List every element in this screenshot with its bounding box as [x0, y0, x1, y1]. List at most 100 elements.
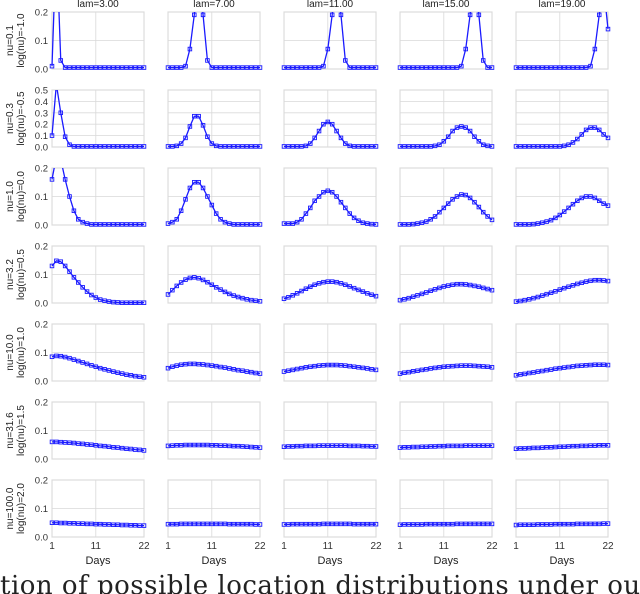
point-1-0-2 — [58, 110, 64, 116]
point-6-4-9 — [553, 521, 558, 527]
row-label-nu-5: nu=31.6 — [5, 412, 16, 449]
point-4-0-11 — [97, 365, 103, 371]
point-5-2-7 — [312, 443, 317, 449]
point-2-2-19 — [364, 221, 370, 226]
point-4-2-8 — [316, 363, 322, 368]
point-1-1-6 — [192, 113, 197, 119]
point-0-3-1 — [402, 65, 407, 70]
point-5-3-16 — [467, 443, 473, 448]
point-0-3-13 — [454, 65, 460, 70]
point-3-1-13 — [222, 289, 228, 295]
point-2-0-16 — [119, 222, 125, 227]
point-4-0-9 — [89, 363, 94, 368]
point-4-2-18 — [360, 365, 366, 371]
point-4-1-7 — [196, 361, 201, 367]
point-5-1-19 — [248, 444, 254, 450]
point-5-3-19 — [480, 443, 486, 448]
point-5-2-2 — [290, 444, 296, 449]
point-0-4-14 — [575, 65, 580, 70]
point-1-3-13 — [454, 125, 460, 130]
point-1-4-17 — [588, 125, 593, 130]
point-5-4-19 — [596, 443, 602, 448]
point-1-2-18 — [360, 144, 366, 149]
point-4-0-3 — [62, 354, 68, 360]
point-6-3-3 — [410, 522, 416, 527]
point-5-1-13 — [222, 443, 228, 448]
point-1-0-6 — [76, 144, 81, 149]
point-4-1-0 — [165, 365, 171, 371]
point-5-3-13 — [454, 443, 460, 449]
point-2-2-13 — [338, 199, 344, 205]
point-6-4-7 — [544, 522, 549, 527]
point-3-0-12 — [102, 298, 107, 303]
row-label-lognu-5: log(nu)=1.5 — [16, 405, 27, 456]
point-3-1-12 — [218, 287, 223, 292]
point-2-4-11 — [561, 209, 567, 214]
point-5-1-20 — [253, 445, 258, 450]
ytick-label-1-2: 0.2 — [35, 120, 48, 131]
point-2-4-19 — [596, 198, 602, 204]
point-4-3-8 — [432, 365, 438, 371]
point-2-2-8 — [316, 194, 322, 199]
point-5-0-9 — [89, 442, 94, 448]
point-6-0-2 — [58, 520, 64, 526]
point-2-4-4 — [531, 221, 536, 227]
small-multiples-figure: lam=3.00 lam=7.00 lam=11.00 lam=15.00 lam=19… — [5, 0, 614, 566]
point-2-0-0 — [49, 177, 55, 182]
point-0-4-10 — [557, 65, 563, 70]
point-5-0-17 — [124, 446, 129, 451]
point-2-2-2 — [290, 221, 296, 226]
point-4-4-18 — [592, 362, 598, 368]
point-2-1-1 — [170, 219, 175, 225]
point-2-1-11 — [213, 211, 219, 216]
point-4-0-5 — [71, 357, 77, 362]
point-0-1-14 — [227, 65, 232, 70]
point-1-1-3 — [178, 141, 184, 146]
point-2-4-8 — [548, 217, 554, 223]
point-3-4-13 — [570, 283, 576, 288]
point-2-2-17 — [356, 218, 361, 223]
point-6-4-18 — [592, 521, 598, 527]
point-0-1-11 — [213, 65, 219, 70]
point-5-4-9 — [553, 444, 558, 450]
point-4-4-0 — [513, 373, 519, 378]
point-4-1-5 — [187, 361, 193, 367]
point-6-3-8 — [432, 521, 438, 527]
column-title-1: lam=7.00 — [193, 0, 235, 10]
point-1-3-2 — [406, 144, 412, 149]
point-6-0-10 — [93, 521, 99, 527]
point-0-3-16 — [467, 12, 473, 18]
point-2-2-1 — [286, 221, 291, 226]
point-5-1-7 — [196, 442, 201, 448]
point-1-3-19 — [480, 142, 486, 147]
point-5-3-7 — [428, 444, 433, 449]
point-4-2-7 — [312, 363, 317, 369]
point-2-4-0 — [513, 222, 519, 227]
point-0-3-10 — [441, 65, 447, 70]
point-5-2-17 — [356, 443, 361, 449]
point-4-3-15 — [463, 363, 468, 368]
point-4-0-0 — [49, 354, 55, 360]
point-5-0-5 — [71, 440, 77, 446]
ytick-label-2-0: 0.0 — [35, 221, 48, 232]
point-5-0-15 — [115, 445, 120, 450]
point-0-0-5 — [71, 65, 77, 70]
point-2-1-14 — [227, 221, 232, 226]
point-2-2-10 — [325, 188, 331, 194]
panel-1-4 — [515, 89, 609, 148]
point-1-4-12 — [566, 142, 571, 147]
row-label-lognu-2: log(nu)=0.0 — [16, 171, 27, 222]
point-3-4-2 — [522, 297, 528, 303]
point-3-0-6 — [76, 280, 81, 285]
row-label-lognu-3: log(nu)=0.5 — [16, 249, 27, 300]
point-0-1-2 — [174, 65, 180, 70]
point-6-0-20 — [137, 523, 142, 528]
point-5-1-2 — [174, 443, 180, 448]
row-label-nu-3: nu=3.2 — [5, 259, 16, 290]
point-5-4-21 — [605, 443, 611, 448]
point-1-2-17 — [356, 144, 361, 149]
point-6-1-1 — [170, 521, 175, 527]
point-3-3-14 — [459, 281, 464, 287]
xtick-label-1-2: 22 — [254, 541, 266, 552]
ytick-label-5-1: 0.1 — [35, 426, 48, 437]
